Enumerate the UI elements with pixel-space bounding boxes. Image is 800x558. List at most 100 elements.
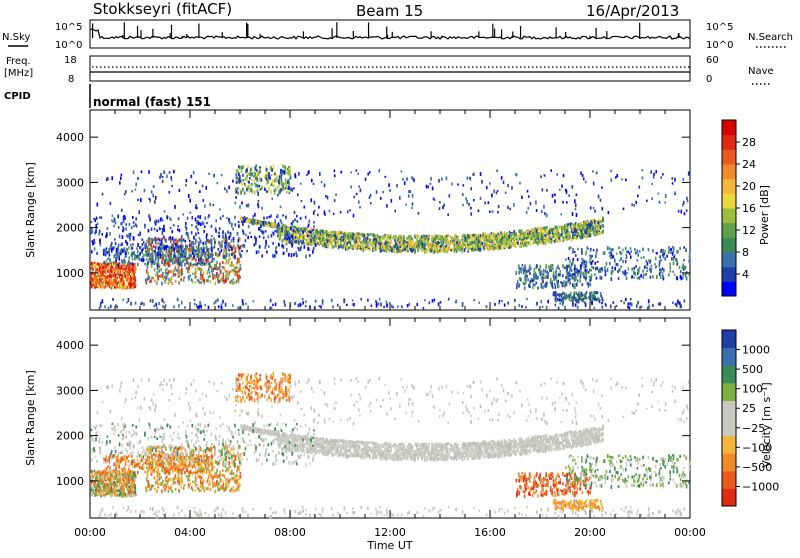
power-cell [284, 224, 286, 228]
power-cell [321, 181, 323, 183]
power-cell [107, 251, 109, 253]
power-cell [586, 231, 588, 234]
power-cell [594, 233, 596, 235]
power-cell [94, 247, 96, 250]
power-cell [449, 194, 451, 197]
power-cell [122, 230, 124, 233]
power-cell [381, 236, 383, 238]
power-cell [280, 175, 282, 179]
power-cell [572, 236, 574, 239]
power-cell [171, 282, 173, 285]
power-cell [470, 212, 472, 216]
power-cell [179, 263, 181, 266]
power-cell [470, 242, 472, 244]
power-cell [174, 269, 176, 272]
power-cell [366, 243, 368, 247]
power-cell [189, 248, 191, 250]
power-cell [264, 175, 266, 178]
power-cell [221, 249, 223, 252]
power-cell [146, 263, 148, 267]
power-cell [572, 232, 574, 236]
power-cell [217, 267, 219, 269]
power-cell [489, 211, 491, 213]
power-cell [601, 223, 603, 226]
power-cell [173, 170, 175, 174]
power-cell [268, 216, 270, 218]
power-cell [340, 242, 342, 245]
power-cell [146, 269, 148, 272]
power-cell [106, 232, 108, 236]
power-cell [456, 241, 458, 244]
power-cell [454, 237, 456, 241]
power-cell [140, 246, 142, 249]
power-cell [219, 252, 221, 256]
power-cell [272, 179, 274, 182]
power-cell [249, 172, 251, 175]
power-cell [208, 268, 210, 271]
power-cell [423, 235, 425, 237]
power-panel-frame [90, 110, 690, 310]
power-cell [130, 244, 132, 246]
power-cell [158, 242, 160, 245]
power-cell [243, 231, 245, 234]
power-cell [441, 249, 443, 253]
power-cell [362, 248, 364, 252]
power-cell [229, 221, 231, 225]
power-cell [156, 281, 158, 285]
power-cell [302, 230, 304, 233]
power-cell [549, 230, 551, 234]
power-cell [462, 193, 464, 196]
power-cell [285, 178, 287, 182]
power-cell [547, 237, 549, 240]
power-cell [173, 224, 175, 226]
power-cell [447, 214, 449, 216]
power-cell [249, 232, 251, 234]
power-cell [134, 256, 136, 259]
power-cell [234, 266, 236, 269]
power-cell [215, 282, 217, 285]
power-cell [239, 166, 241, 169]
power-cell [659, 201, 661, 204]
power-cell [521, 241, 523, 244]
power-cell [488, 201, 490, 204]
power-cell [589, 229, 591, 233]
power-cell [100, 282, 102, 285]
power-cell [237, 232, 239, 235]
power-cell [353, 214, 355, 218]
power-cell [308, 224, 310, 227]
power-cell [424, 250, 426, 254]
power-cell [578, 224, 580, 226]
power-cell [229, 281, 231, 283]
power-cell [239, 205, 241, 209]
power-cell [191, 224, 193, 226]
power-cell [399, 241, 401, 243]
power-cell [141, 239, 143, 241]
power-cell [344, 245, 346, 248]
power-cell [165, 247, 167, 250]
power-cell [158, 269, 160, 272]
power-cell [132, 286, 134, 290]
power-cell [411, 237, 413, 240]
power-cell [273, 167, 275, 170]
power-cell [300, 247, 302, 251]
power-cell [96, 252, 98, 255]
power-cell [439, 201, 441, 203]
power-cell [256, 251, 258, 255]
power-cell [90, 274, 92, 277]
power-cell [508, 245, 510, 247]
power-cell [527, 190, 529, 193]
power-cell [211, 235, 213, 237]
power-cell [446, 235, 448, 237]
power-cell [448, 247, 450, 250]
power-cell [255, 220, 257, 222]
power-cell [561, 184, 563, 187]
power-cell [222, 230, 224, 233]
power-cell [572, 227, 574, 230]
power-cell [500, 240, 502, 243]
power-cell [131, 283, 133, 287]
power-cell [158, 247, 160, 250]
power-cell [249, 177, 251, 180]
power-cell [213, 258, 215, 260]
power-cell [406, 177, 408, 180]
power-cell [120, 265, 122, 267]
